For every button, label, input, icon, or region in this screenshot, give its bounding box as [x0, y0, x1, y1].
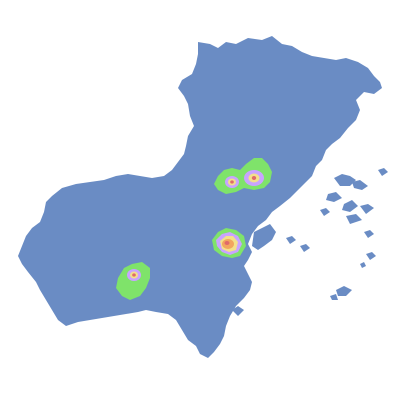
island: [364, 230, 374, 238]
island: [378, 168, 388, 176]
hotspot-south-west-low-zone: [116, 262, 150, 300]
landmass-region: [18, 36, 382, 358]
hotspot-south-west-core-zone: [132, 273, 136, 277]
island: [342, 200, 358, 212]
hotspot-center: [212, 228, 246, 258]
island: [334, 174, 356, 186]
hotspot-north-b-core-zone: [251, 176, 257, 180]
hotspot-south-west: [116, 262, 150, 300]
island: [360, 262, 366, 268]
islands-group: [232, 168, 388, 316]
island: [352, 180, 368, 190]
landmass-east-coast: [252, 224, 276, 250]
island: [346, 214, 362, 224]
island: [320, 208, 330, 216]
island: [232, 306, 244, 316]
hotspot-center-core-zone: [224, 241, 230, 245]
island: [300, 244, 310, 252]
island: [330, 294, 338, 300]
island: [326, 192, 342, 202]
island: [336, 286, 352, 296]
island: [360, 204, 374, 214]
island: [366, 252, 376, 260]
island: [286, 236, 296, 244]
hotspot-north-a-core-zone: [230, 180, 234, 184]
hotspot-north: [214, 158, 272, 194]
coverage-hotspots: [116, 158, 272, 300]
